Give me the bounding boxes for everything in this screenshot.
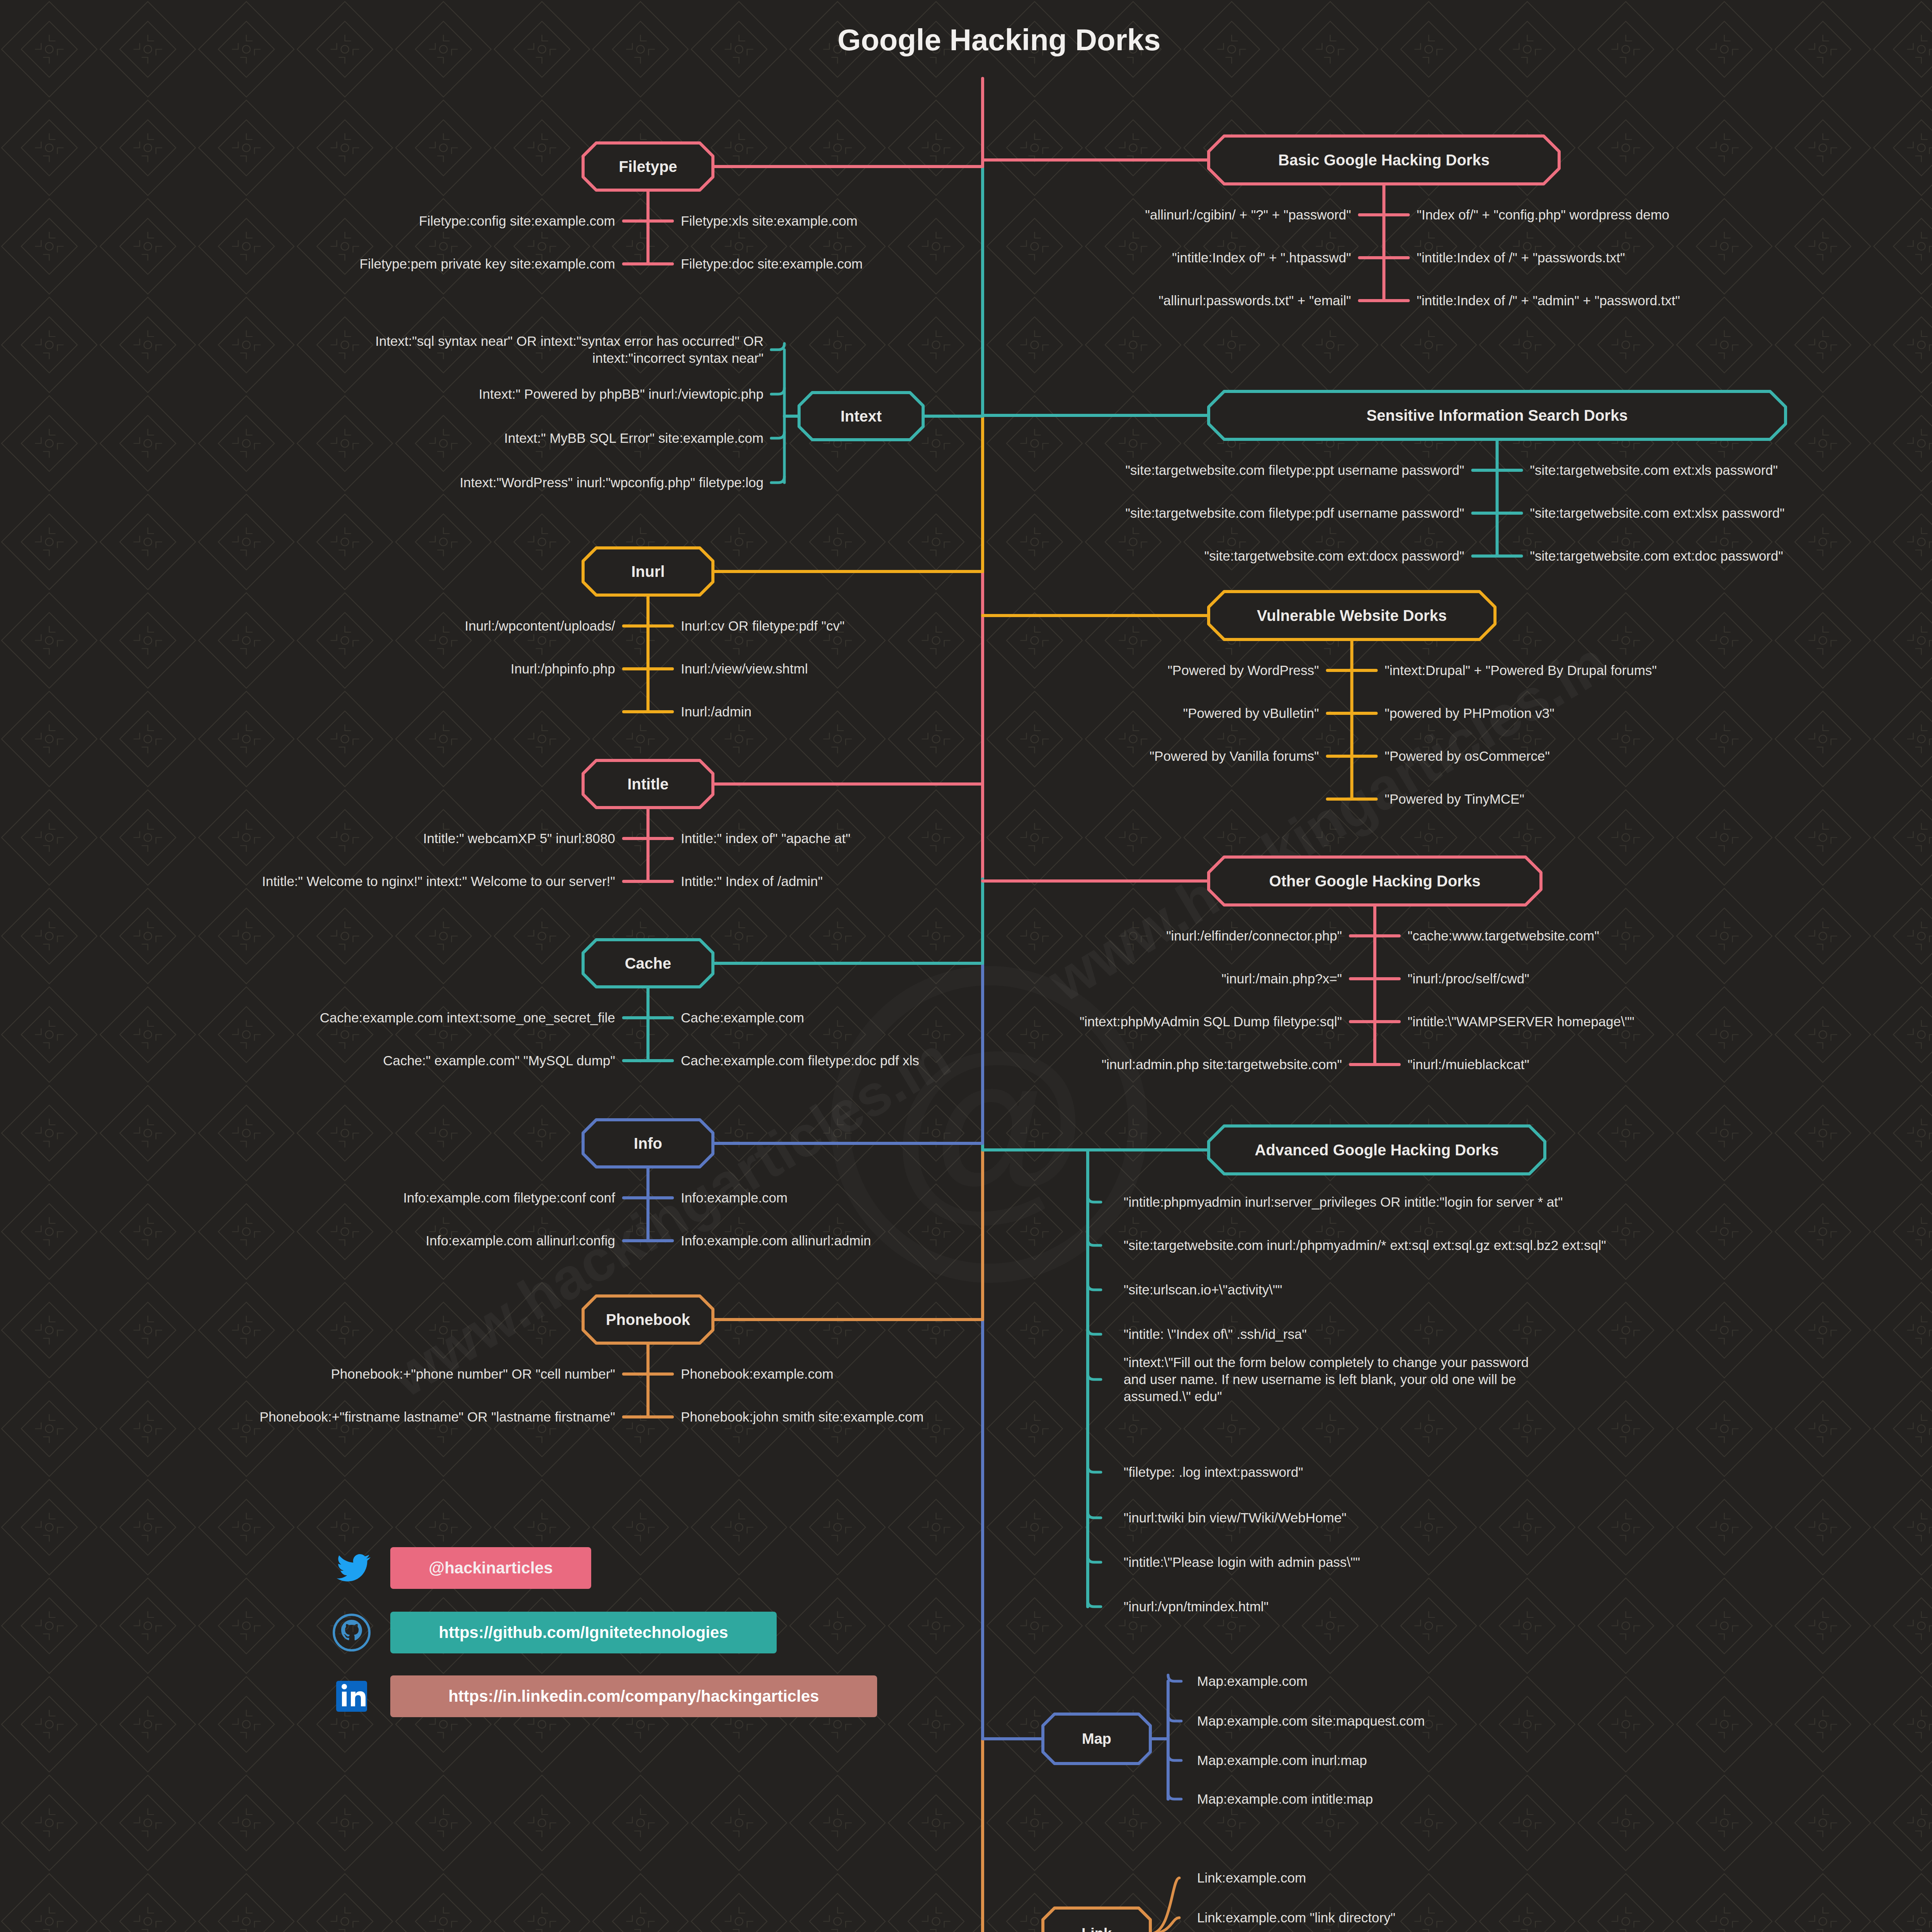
svg-text:"intitle:\"Please login with a: "intitle:\"Please login with admin pass\… [1124, 1554, 1360, 1570]
svg-text:Intext:" MyBB SQL Error" site: Intext:" MyBB SQL Error" site:example.co… [504, 430, 764, 446]
svg-text:Advanced Google Hacking Dorks: Advanced Google Hacking Dorks [1255, 1141, 1498, 1158]
svg-text:"intitle:\"WAMPSERVER homepage: "intitle:\"WAMPSERVER homepage\"" [1408, 1014, 1634, 1029]
svg-text:Intitle: Intitle [628, 776, 669, 793]
svg-text:Cache:example.com intext:some_: Cache:example.com intext:some_one_secret… [320, 1010, 615, 1025]
svg-text:Intitle:" Index of /admin": Intitle:" Index of /admin" [681, 874, 823, 889]
svg-text:"site:targetwebsite.com filety: "site:targetwebsite.com filetype:pdf use… [1126, 505, 1464, 520]
svg-text:"Powered by TinyMCE": "Powered by TinyMCE" [1385, 791, 1524, 806]
svg-text:Cache: Cache [625, 955, 671, 972]
svg-text:"Powered by osCommerce": "Powered by osCommerce" [1385, 748, 1550, 764]
svg-text:Map:example.com: Map:example.com [1197, 1673, 1308, 1689]
svg-text:Info:example.com allinurl:conf: Info:example.com allinurl:config [426, 1233, 615, 1248]
svg-text:Info: Info [634, 1135, 662, 1152]
svg-text:Map: Map [1082, 1731, 1111, 1747]
svg-text:"Index of/" + "config.php" wor: "Index of/" + "config.php" wordpress dem… [1417, 207, 1670, 222]
svg-text:"inurl:admin.php site:targetwe: "inurl:admin.php site:targetwebsite.com" [1102, 1057, 1342, 1072]
svg-text:Intext:"WordPress" inurl:"wpco: Intext:"WordPress" inurl:"wpconfig.php" … [460, 475, 764, 490]
svg-text:Cache:" example.com" "MySQL d: Cache:" example.com" "MySQL dump" [383, 1053, 615, 1068]
svg-text:"intitle: \"Index of\" .ssh/id: "intitle: \"Index of\" .ssh/id_rsa" [1124, 1327, 1307, 1342]
svg-text:Inurl: Inurl [631, 563, 665, 580]
svg-text:"allinurl:/cgibin/ + "?" + "pa: "allinurl:/cgibin/ + "?" + "password" [1145, 207, 1351, 222]
svg-text:"intitle:phpmyadmin inurl:serv: "intitle:phpmyadmin inurl:server_privile… [1124, 1194, 1563, 1209]
svg-text:"site:targetwebsite.com filety: "site:targetwebsite.com filetype:ppt use… [1126, 463, 1464, 478]
svg-text:Filetype:doc site:example.com: Filetype:doc site:example.com [681, 256, 863, 271]
svg-text:Inurl:/admin: Inurl:/admin [681, 704, 752, 719]
svg-text:Info:example.com allinurl:admi: Info:example.com allinurl:admin [681, 1233, 871, 1248]
svg-text:"Powered by Vanilla forums": "Powered by Vanilla forums" [1150, 748, 1319, 764]
svg-text:Inurl:cv OR filetype:pdf "cv": Inurl:cv OR filetype:pdf "cv" [681, 618, 845, 633]
svg-text:Phonebook:+"phone number" OR ": Phonebook:+"phone number" OR "cell numbe… [331, 1366, 615, 1381]
svg-text:Link:example.com: Link:example.com [1197, 1870, 1306, 1885]
svg-text:"site:targetwebsite.com ext:xl: "site:targetwebsite.com ext:xlsx passwor… [1530, 505, 1785, 520]
svg-text:Filetype: Filetype [619, 158, 677, 175]
svg-text:Inurl:/wpcontent/uploads/: Inurl:/wpcontent/uploads/ [465, 618, 615, 633]
svg-text:Phonebook:example.com: Phonebook:example.com [681, 1366, 833, 1381]
svg-text:Map:example.com site:mapquest.: Map:example.com site:mapquest.com [1197, 1713, 1425, 1728]
svg-text:Inurl:/phpinfo.php: Inurl:/phpinfo.php [511, 661, 615, 676]
svg-text:"allinurl:passwords.txt" + "em: "allinurl:passwords.txt" + "email" [1158, 293, 1351, 308]
svg-text:Cache:example.com filetype:doc: Cache:example.com filetype:doc pdf xls [681, 1053, 919, 1068]
svg-text:Filetype:config site:example.c: Filetype:config site:example.com [419, 213, 615, 228]
svg-text:"intitle:Index of /" + "passwo: "intitle:Index of /" + "passwords.txt" [1417, 250, 1625, 265]
svg-text:assumed.\" edu": assumed.\" edu" [1124, 1389, 1222, 1404]
svg-text:Vulnerable Website Dorks: Vulnerable Website Dorks [1257, 607, 1447, 624]
svg-text:Intext:"sql syntax near" OR in: Intext:"sql syntax near" OR intext:"synt… [375, 333, 764, 349]
svg-text:Sensitive Information Search D: Sensitive Information Search Dorks [1367, 407, 1628, 424]
svg-text:Inurl:/view/view.shtml: Inurl:/view/view.shtml [681, 661, 808, 676]
svg-text:"inurl:/elfinder/connector.php: "inurl:/elfinder/connector.php" [1166, 928, 1342, 943]
svg-text:"inurl:/vpn/tmindex.html": "inurl:/vpn/tmindex.html" [1124, 1599, 1269, 1614]
svg-text:Intitle:" Welcome to nginx!": Intitle:" Welcome to nginx!" intext:" We… [262, 874, 615, 889]
svg-text:Info:example.com filetype:conf: Info:example.com filetype:conf conf [403, 1190, 615, 1205]
svg-text:"intext:phpMyAdmin SQL Dump fi: "intext:phpMyAdmin SQL Dump filetype:sql… [1080, 1014, 1342, 1029]
svg-text:Link: Link [1082, 1925, 1112, 1932]
svg-text:Phonebook: Phonebook [606, 1311, 690, 1328]
svg-text:"site:targetwebsite.com ext:xl: "site:targetwebsite.com ext:xls password… [1530, 463, 1778, 478]
svg-text:Link:example.com "link directo: Link:example.com "link directory" [1197, 1910, 1395, 1925]
svg-text:"site:targetwebsite.com ext:do: "site:targetwebsite.com ext:doc password… [1530, 548, 1783, 563]
svg-text:"Powered by WordPress": "Powered by WordPress" [1168, 663, 1319, 678]
svg-text:Filetype:xls site:example.com: Filetype:xls site:example.com [681, 213, 857, 228]
svg-text:"site:targetwebsite.com inurl:: "site:targetwebsite.com inurl:/phpmyadmi… [1124, 1238, 1606, 1253]
svg-text:intext:"incorrect syntax near": intext:"incorrect syntax near" [592, 350, 764, 366]
svg-text:Other Google Hacking Dorks: Other Google Hacking Dorks [1269, 872, 1481, 889]
svg-text:"intext:\"Fill out the form be: "intext:\"Fill out the form below comple… [1124, 1355, 1529, 1370]
svg-text:"intitle:Index of /" + "admin": "intitle:Index of /" + "admin" + "passwo… [1417, 293, 1680, 308]
svg-text:Intitle:" index of" "apache a: Intitle:" index of" "apache at" [681, 831, 850, 846]
svg-text:Map:example.com intitle:map: Map:example.com intitle:map [1197, 1791, 1373, 1806]
svg-text:Filetype:pem private key site:: Filetype:pem private key site:example.co… [360, 256, 615, 271]
svg-text:Intext: Intext [840, 408, 882, 425]
svg-text:"intext:Drupal" + "Powered By: "intext:Drupal" + "Powered By Drupal for… [1385, 663, 1657, 678]
svg-text:and user name. If new username: and user name. If new username is left b… [1124, 1372, 1516, 1387]
svg-text:"filetype: .log intext:passwor: "filetype: .log intext:password" [1124, 1464, 1303, 1480]
svg-text:"powered by PHPmotion v3": "powered by PHPmotion v3" [1385, 706, 1554, 721]
svg-text:Cache:example.com: Cache:example.com [681, 1010, 804, 1025]
svg-text:Phonebook:+"firstname lastname: Phonebook:+"firstname lastname" OR "last… [260, 1409, 615, 1424]
svg-text:"intitle:Index of" + ".htpassw: "intitle:Index of" + ".htpasswd" [1172, 250, 1351, 265]
svg-text:"inurl:twiki bin view/TWiki/We: "inurl:twiki bin view/TWiki/WebHome" [1124, 1510, 1347, 1525]
svg-text:Phonebook:john smith site:exam: Phonebook:john smith site:example.com [681, 1409, 923, 1424]
svg-text:"inurl:/proc/self/cwd": "inurl:/proc/self/cwd" [1408, 971, 1529, 986]
svg-text:"site:urlscan.io+\"activity\"": "site:urlscan.io+\"activity\"" [1124, 1282, 1282, 1297]
svg-text:Map:example.com inurl:map: Map:example.com inurl:map [1197, 1753, 1367, 1768]
svg-text:"Powered by vBulletin": "Powered by vBulletin" [1183, 706, 1319, 721]
svg-text:"site:targetwebsite.com ext:do: "site:targetwebsite.com ext:docx passwor… [1204, 548, 1464, 563]
svg-text:"inurl:/main.php?x=": "inurl:/main.php?x=" [1221, 971, 1342, 986]
svg-text:Intext:" Powered by phpBB" in: Intext:" Powered by phpBB" inurl:/viewto… [479, 386, 764, 401]
svg-text:Basic Google Hacking Dorks: Basic Google Hacking Dorks [1278, 151, 1490, 168]
svg-text:"cache:www.targetwebsite.com": "cache:www.targetwebsite.com" [1408, 928, 1599, 943]
svg-text:Info:example.com: Info:example.com [681, 1190, 787, 1205]
svg-text:"inurl:/muieblackcat": "inurl:/muieblackcat" [1408, 1057, 1529, 1072]
svg-text:Intitle:" webcamXP 5" inurl:80: Intitle:" webcamXP 5" inurl:8080 [423, 831, 615, 846]
